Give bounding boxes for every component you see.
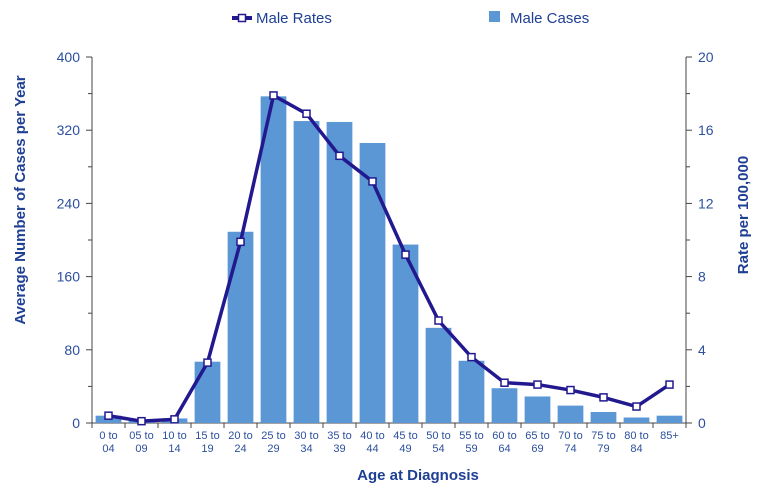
bar xyxy=(656,415,683,423)
legend: Male Rates Male Cases xyxy=(232,10,589,27)
rate-point xyxy=(368,177,377,186)
x-tick-label: 39 xyxy=(333,443,345,455)
x-tick-label: 20 to xyxy=(228,430,252,442)
x-tick-label: 59 xyxy=(465,443,477,455)
x-tick-label: 24 xyxy=(234,443,246,455)
rate-point xyxy=(335,151,344,161)
bar xyxy=(524,396,551,423)
y-tick-label: 240 xyxy=(57,195,81,211)
x-tick-label: 0 to xyxy=(99,430,117,442)
rate-line xyxy=(104,91,674,426)
y-tick-label: 400 xyxy=(57,49,81,65)
x-tick-label: 74 xyxy=(564,443,576,455)
y-tick-label: 80 xyxy=(64,342,80,358)
x-tick-label: 19 xyxy=(201,443,213,455)
x-tick-label: 60 to xyxy=(492,430,516,442)
x-tick-label: 75 to xyxy=(591,430,615,442)
y-axis-title: Average Number of Cases per Year xyxy=(12,75,29,324)
y-tick-label: 160 xyxy=(57,269,81,285)
legend-bar-swatch xyxy=(489,11,500,22)
y2-axis-title: Rate per 100,000 xyxy=(735,156,752,274)
legend-line-marker xyxy=(237,13,247,23)
bar xyxy=(590,412,617,423)
x-tick-label: 40 to xyxy=(360,430,384,442)
rate-point xyxy=(533,380,542,389)
legend-label-rates: Male Rates xyxy=(256,10,332,27)
rate-point xyxy=(665,380,674,389)
rate-point xyxy=(203,358,212,367)
bar xyxy=(293,121,320,424)
bar xyxy=(557,405,584,423)
x-tick-label: 30 to xyxy=(294,430,318,442)
x-tick-label: 64 xyxy=(498,443,510,455)
x-tick-label: 35 to xyxy=(327,430,351,442)
x-tick-label: 70 to xyxy=(558,430,582,442)
rate-point xyxy=(104,411,113,420)
x-tick-label: 04 xyxy=(102,443,114,455)
bar xyxy=(194,361,221,423)
x-tick-label: 65 to xyxy=(525,430,549,442)
rate-point xyxy=(632,402,641,411)
x-tick-label: 80 to xyxy=(624,430,648,442)
rate-point xyxy=(599,393,608,402)
x-tick-label: 55 to xyxy=(459,430,483,442)
x-tick-label: 14 xyxy=(168,443,180,455)
y2-tick-label: 16 xyxy=(698,122,714,138)
x-tick-label: 25 to xyxy=(261,430,285,442)
x-tick-label: 29 xyxy=(267,443,279,455)
y2-tick-label: 8 xyxy=(698,269,706,285)
x-tick-label: 10 to xyxy=(162,430,186,442)
rate-point xyxy=(500,378,509,387)
rate-point xyxy=(467,352,476,362)
bar xyxy=(227,231,254,423)
rate-point xyxy=(434,316,443,325)
x-tick-label: 85+ xyxy=(660,430,679,442)
rate-point xyxy=(236,237,245,247)
x-tick-label: 49 xyxy=(399,443,411,455)
x-tick-label: 05 to xyxy=(129,430,153,442)
x-tick-label: 15 to xyxy=(195,430,219,442)
x-axis-title: Age at Diagnosis xyxy=(357,467,479,484)
axes: 0 80 160 240 320 400 0 4 8 12 16 20 xyxy=(57,49,714,431)
rate-point xyxy=(566,385,575,395)
x-tick-label: 79 xyxy=(597,443,609,455)
x-tick-label: 50 to xyxy=(426,430,450,442)
y2-tick-label: 12 xyxy=(698,195,714,211)
bar xyxy=(359,143,386,423)
y2-tick-label: 20 xyxy=(698,49,714,65)
bar xyxy=(260,96,287,423)
y-tick-label: 0 xyxy=(72,415,80,431)
bars xyxy=(95,96,683,424)
bar xyxy=(623,417,650,423)
rate-point xyxy=(302,109,311,118)
rate-series-line xyxy=(108,93,671,423)
rate-point xyxy=(401,250,410,259)
x-tick-label: 54 xyxy=(432,443,444,455)
x-tick-label: 09 xyxy=(135,443,147,455)
y2-tick-label: 0 xyxy=(698,415,706,431)
bar xyxy=(425,327,452,423)
bar xyxy=(326,121,353,423)
rate-point xyxy=(269,91,278,100)
x-tick-label: 34 xyxy=(300,443,312,455)
x-tick-label: 84 xyxy=(630,443,642,455)
rate-point xyxy=(137,416,146,426)
bar xyxy=(458,360,485,423)
x-tick-label: 44 xyxy=(366,443,378,455)
y2-tick-label: 4 xyxy=(698,342,706,358)
rate-point xyxy=(170,415,179,424)
bar xyxy=(491,388,518,423)
y-tick-label: 320 xyxy=(57,122,81,138)
legend-label-cases: Male Cases xyxy=(510,10,589,27)
x-tick-label: 45 to xyxy=(393,430,417,442)
x-tick-label: 69 xyxy=(531,443,543,455)
